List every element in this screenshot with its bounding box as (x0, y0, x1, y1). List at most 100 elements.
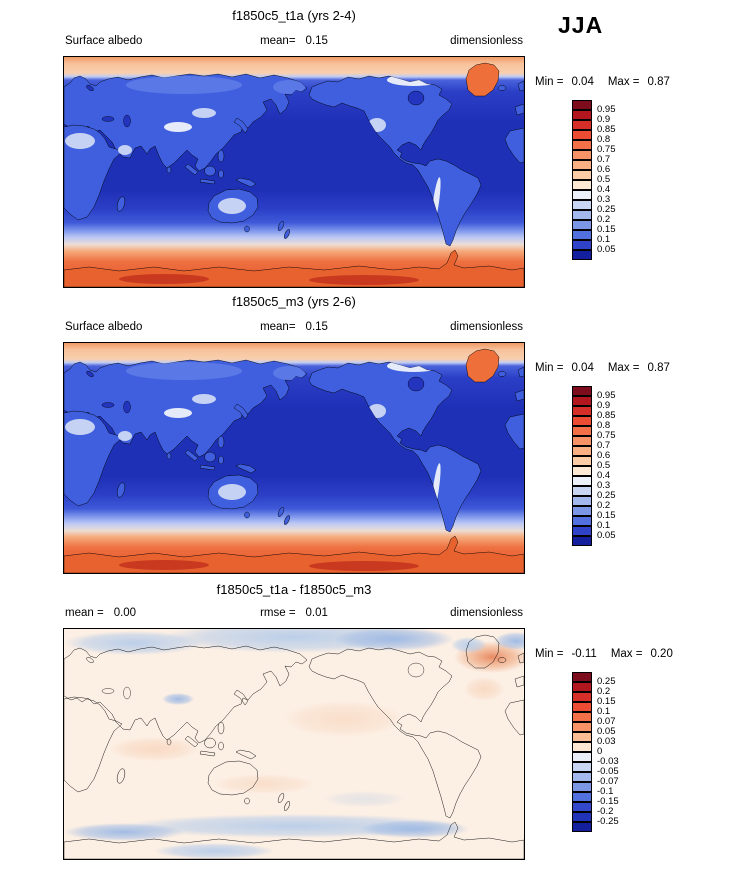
colorbar-cell: -0.07 (572, 776, 619, 792)
mean-value: 0.00 (113, 607, 137, 619)
colorbar-tick-label: 0.75 (597, 144, 616, 155)
colorbar-cell: 0.9 (572, 400, 610, 416)
colorbar-tick-label: 0.85 (597, 410, 616, 421)
colorbar-tick-label: 0.1 (597, 234, 611, 245)
colorbar-tick-label: 0.07 (597, 716, 616, 727)
colorbar-cell: 0 (572, 746, 602, 762)
colorbar-tick-label: 0.95 (597, 104, 616, 115)
colorbar-swatch (572, 466, 592, 476)
colorbar-swatch (572, 110, 592, 120)
max-value: 0.20 (650, 648, 673, 660)
mean-label: mean = (65, 607, 104, 619)
colorbar-tick-label: 0.05 (597, 726, 616, 737)
colorbar-swatch (572, 812, 592, 822)
colorbar-cell: 0.15 (572, 696, 616, 712)
colorbar-tick-label: 0.8 (597, 420, 611, 431)
colorbar-swatch (572, 120, 592, 130)
panel-2-variable-label: Surface albedo (65, 321, 143, 333)
max-value: 0.87 (647, 362, 670, 374)
colorbar-tick-label: 0.25 (597, 204, 616, 215)
colorbar-swatch (572, 506, 592, 516)
map-panel-3 (63, 628, 525, 860)
colorbar-cell: 0.1 (572, 520, 610, 536)
min-label: Min = (535, 362, 564, 374)
panel-2-units-label: dimensionless (450, 321, 523, 333)
max-label: Max = (607, 362, 640, 374)
colorbar-panel-3: 0.25 0.2 0.15 0.1 0.07 0.05 0.03 0 -0.03 (572, 672, 642, 832)
colorbar-cell: 0.05 (572, 530, 616, 546)
colorbar-cell: 0.15 (572, 510, 616, 526)
colorbar-tick-label: -0.1 (597, 786, 614, 797)
colorbar-panel-2: 0.95 0.9 0.85 0.8 0.75 0.7 0.6 0.5 0.4 (572, 386, 642, 546)
colorbar-cell: 0.05 (572, 244, 616, 260)
colorbar-tick-label: 0.03 (597, 736, 616, 747)
colorbar-swatch (572, 160, 592, 170)
colorbar-tick-label: 0.15 (597, 224, 616, 235)
colorbar-swatch (572, 782, 592, 792)
colorbar-cell: 0.7 (572, 154, 610, 170)
colorbar-cell (572, 386, 592, 396)
min-label: Min = (535, 648, 564, 660)
colorbar-swatch (572, 130, 592, 140)
colorbar-cell: 0.5 (572, 174, 610, 190)
colorbar-swatch (572, 140, 592, 150)
colorbar-tick-label: 0.7 (597, 440, 611, 451)
mean-value: 0.15 (305, 321, 328, 333)
map-panel-2-canvas (64, 343, 524, 573)
colorbar-cell: 0.85 (572, 410, 616, 426)
colorbar-tick-label: 0.05 (597, 244, 616, 255)
map-panel-3-canvas (64, 629, 524, 859)
colorbar-swatch (572, 732, 592, 742)
panel-3-title: f1850c5_t1a - f1850c5_m3 (216, 582, 372, 597)
colorbar-cell: 0.15 (572, 224, 616, 240)
colorbar-cell: 0.8 (572, 420, 610, 436)
colorbar-cell: 0.1 (572, 234, 610, 250)
colorbar-cell (572, 672, 592, 682)
colorbar-cell: -0.25 (572, 816, 619, 832)
colorbar-cell (572, 100, 592, 110)
colorbar-swatch (572, 150, 592, 160)
colorbar-tick-label: 0.2 (597, 500, 611, 511)
panel-3-mean: mean = 0.00 (65, 607, 136, 619)
colorbar-tick-label: 0.25 (597, 676, 616, 687)
colorbar-cell: 0.75 (572, 430, 616, 446)
colorbar-tick-label: 0.8 (597, 134, 611, 145)
colorbar-cell: 0.75 (572, 144, 616, 160)
colorbar-cell: 0.1 (572, 706, 610, 722)
colorbar-swatch (572, 210, 592, 220)
colorbar-tick-label: 0.4 (597, 470, 611, 481)
colorbar-tick-label: 0.1 (597, 706, 611, 717)
colorbar-cell: 0.2 (572, 500, 610, 516)
mean-label: mean= (260, 321, 296, 333)
colorbar-swatch (572, 486, 592, 496)
panel-1-mean: mean= 0.15 (63, 35, 525, 47)
colorbar-swatch (572, 180, 592, 190)
panel-1-variable-label: Surface albedo (65, 35, 143, 47)
map-panel-1 (63, 56, 525, 288)
colorbar-tick-label: 0.85 (597, 124, 616, 135)
panel-1-minmax: Min = 0.04 Max = 0.87 (535, 76, 670, 88)
min-value: 0.04 (571, 362, 594, 374)
colorbar-tick-label: 0.3 (597, 480, 611, 491)
colorbar-cell: 0.6 (572, 164, 610, 180)
colorbar-swatch (572, 250, 592, 260)
season-label: JJA (558, 12, 604, 38)
colorbar-swatch (572, 200, 592, 210)
colorbar-cell: 0.95 (572, 390, 616, 406)
colorbar-tick-label: 0.3 (597, 194, 611, 205)
colorbar-cell: 0.25 (572, 204, 616, 220)
colorbar-tick-label: 0 (597, 746, 603, 757)
colorbar-swatch (572, 536, 592, 546)
colorbar-panel-1: 0.95 0.9 0.85 0.8 0.75 0.7 0.6 0.5 0.4 (572, 100, 642, 260)
colorbar-cell: -0.15 (572, 796, 619, 812)
panel-3-stats: mean = 0.00 rmse = 0.01 dimensionless (63, 607, 525, 621)
colorbar-tick-label: -0.07 (597, 776, 619, 787)
colorbar-tick-label: 0.4 (597, 184, 611, 195)
map-panel-1-canvas (64, 57, 524, 287)
colorbar-swatch (572, 240, 592, 250)
colorbar-swatch (572, 692, 592, 702)
colorbar-swatch (572, 406, 592, 416)
rmse-value: 0.01 (305, 607, 328, 619)
colorbar-tick-label: -0.25 (597, 816, 619, 827)
mean-value: 0.15 (305, 35, 328, 47)
